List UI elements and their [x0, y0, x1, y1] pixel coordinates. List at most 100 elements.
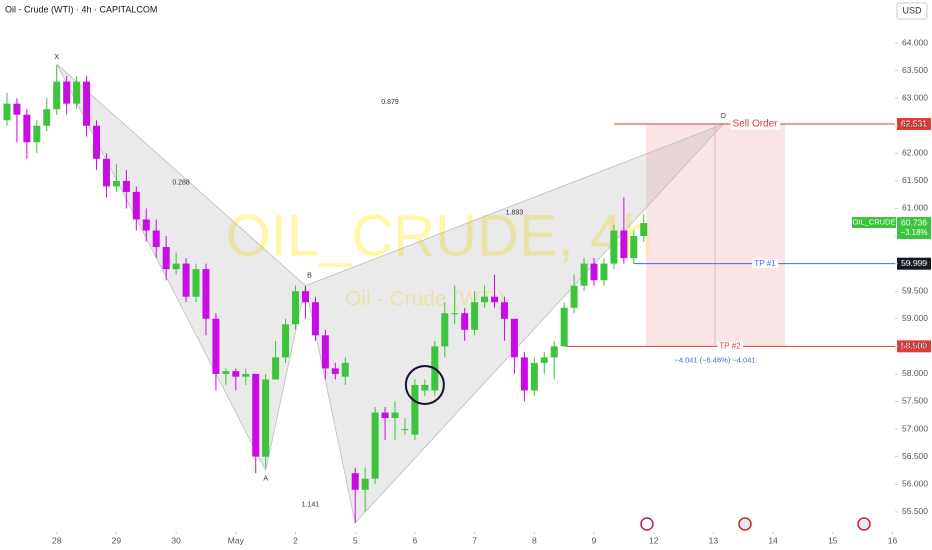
x-tick-label: 15 [828, 535, 838, 545]
candle-body [3, 103, 11, 121]
pattern-label: A [263, 475, 268, 482]
candle-body [361, 478, 369, 490]
last-change: −3.18% [900, 228, 927, 237]
event-icon[interactable] [857, 517, 871, 531]
currency-box[interactable] [896, 2, 928, 20]
candle-body [351, 473, 359, 490]
currency[interactable]: USD [902, 5, 922, 15]
candle-body [172, 263, 180, 270]
x-tick-label: 16 [888, 535, 898, 545]
candle-body [222, 371, 230, 374]
y-tick-label: 55.500 [902, 506, 928, 516]
candle-body [580, 263, 588, 286]
y-tick-label: 58.500 [902, 341, 928, 351]
candle-body [421, 384, 429, 391]
candle-body [640, 223, 648, 237]
pattern-label: X [54, 54, 59, 61]
candle-body [331, 368, 339, 374]
chart-title: Oil - Crude (WTI) · 4h · CAPITALCOM [5, 4, 157, 14]
y-tick-label: 56.000 [902, 478, 928, 488]
candle-body [401, 429, 409, 431]
pattern-label: B [307, 273, 312, 280]
y-tick-label: 61.000 [902, 203, 928, 213]
candle-body [411, 384, 419, 435]
price-tag-label: 62.531 [901, 118, 927, 128]
candle-body [122, 180, 130, 192]
y-tick-label: 56.500 [902, 451, 928, 461]
x-tick-label: 13 [709, 535, 719, 545]
candle-body [491, 296, 499, 303]
level-name-bg [730, 118, 781, 130]
watermark: Oil - Crude (WTI) [345, 288, 505, 311]
candle-body [321, 335, 329, 369]
candle-body [13, 103, 21, 115]
ratio-label: 1.893 [506, 210, 524, 217]
y-tick-label: 60.000 [902, 258, 928, 268]
candle-body [192, 269, 200, 297]
candle-body [500, 302, 508, 319]
level-name: TP #1 [754, 259, 776, 268]
candle-body [620, 230, 628, 259]
price-tag [897, 340, 931, 353]
price-tag [897, 257, 931, 270]
level-name: TP #2 [719, 341, 741, 350]
x-tick-label: 8 [532, 535, 537, 545]
x-tick-label: 29 [112, 535, 122, 545]
candle-body [530, 362, 538, 391]
candle-body [53, 81, 61, 110]
x-tick-label: 9 [592, 535, 597, 545]
x-tick-label: 5 [353, 535, 358, 545]
y-tick-label: 58.000 [902, 368, 928, 378]
x-tick-label: 14 [768, 535, 778, 545]
candle-body [371, 412, 379, 479]
candle-body [162, 247, 170, 270]
y-tick-label: 64.000 [902, 37, 928, 47]
symbol-tag [852, 217, 896, 229]
candle-body [481, 296, 489, 303]
candle-body [560, 307, 568, 347]
candle-body [282, 324, 290, 358]
candle-body [242, 373, 250, 377]
x-tick-label: 7 [472, 535, 477, 545]
candle-body [132, 191, 140, 220]
candle-body [83, 81, 91, 126]
candle-body [23, 114, 31, 143]
candle-body [610, 230, 618, 264]
candle-body [232, 371, 240, 377]
candle-body [441, 313, 449, 347]
y-tick-label: 57.000 [902, 423, 928, 433]
x-tick-label: May [228, 535, 245, 545]
level-name: Sell Order [732, 119, 778, 130]
x-tick-label: 2 [293, 535, 298, 545]
candle-body [600, 263, 608, 281]
candle-body [311, 302, 319, 336]
candle-body [93, 125, 101, 159]
watermark: OIL_CRUDE, 4h [226, 203, 655, 268]
event-icon[interactable] [640, 517, 654, 531]
candle-body [292, 291, 300, 325]
last-price: 60.736 [901, 217, 927, 227]
candle-body [461, 313, 469, 330]
candle-body [301, 291, 309, 303]
pattern-leg [56, 63, 306, 472]
candle-body [471, 302, 479, 330]
last-price-tag [897, 217, 931, 240]
measure-label: −4.041 (−6.46%) −4,041 [674, 355, 755, 364]
candle-body [112, 180, 120, 187]
symbol-label: OIL_CRUDE [853, 218, 896, 227]
y-tick-label: 63.000 [902, 92, 928, 102]
y-tick-label: 59.000 [902, 313, 928, 323]
candle-body [63, 81, 71, 104]
level-name-bg [717, 341, 744, 351]
y-tick-label: 57.500 [902, 396, 928, 406]
x-tick-label: 12 [649, 535, 659, 545]
ratio-label: 1.141 [302, 501, 320, 508]
candle-body [73, 81, 81, 104]
price-tag [897, 118, 931, 131]
price-tag-label: 59.999 [901, 258, 927, 268]
candle-body [630, 236, 638, 259]
candle-body [550, 346, 558, 358]
event-icon[interactable] [738, 517, 752, 531]
candle-body [341, 362, 349, 377]
